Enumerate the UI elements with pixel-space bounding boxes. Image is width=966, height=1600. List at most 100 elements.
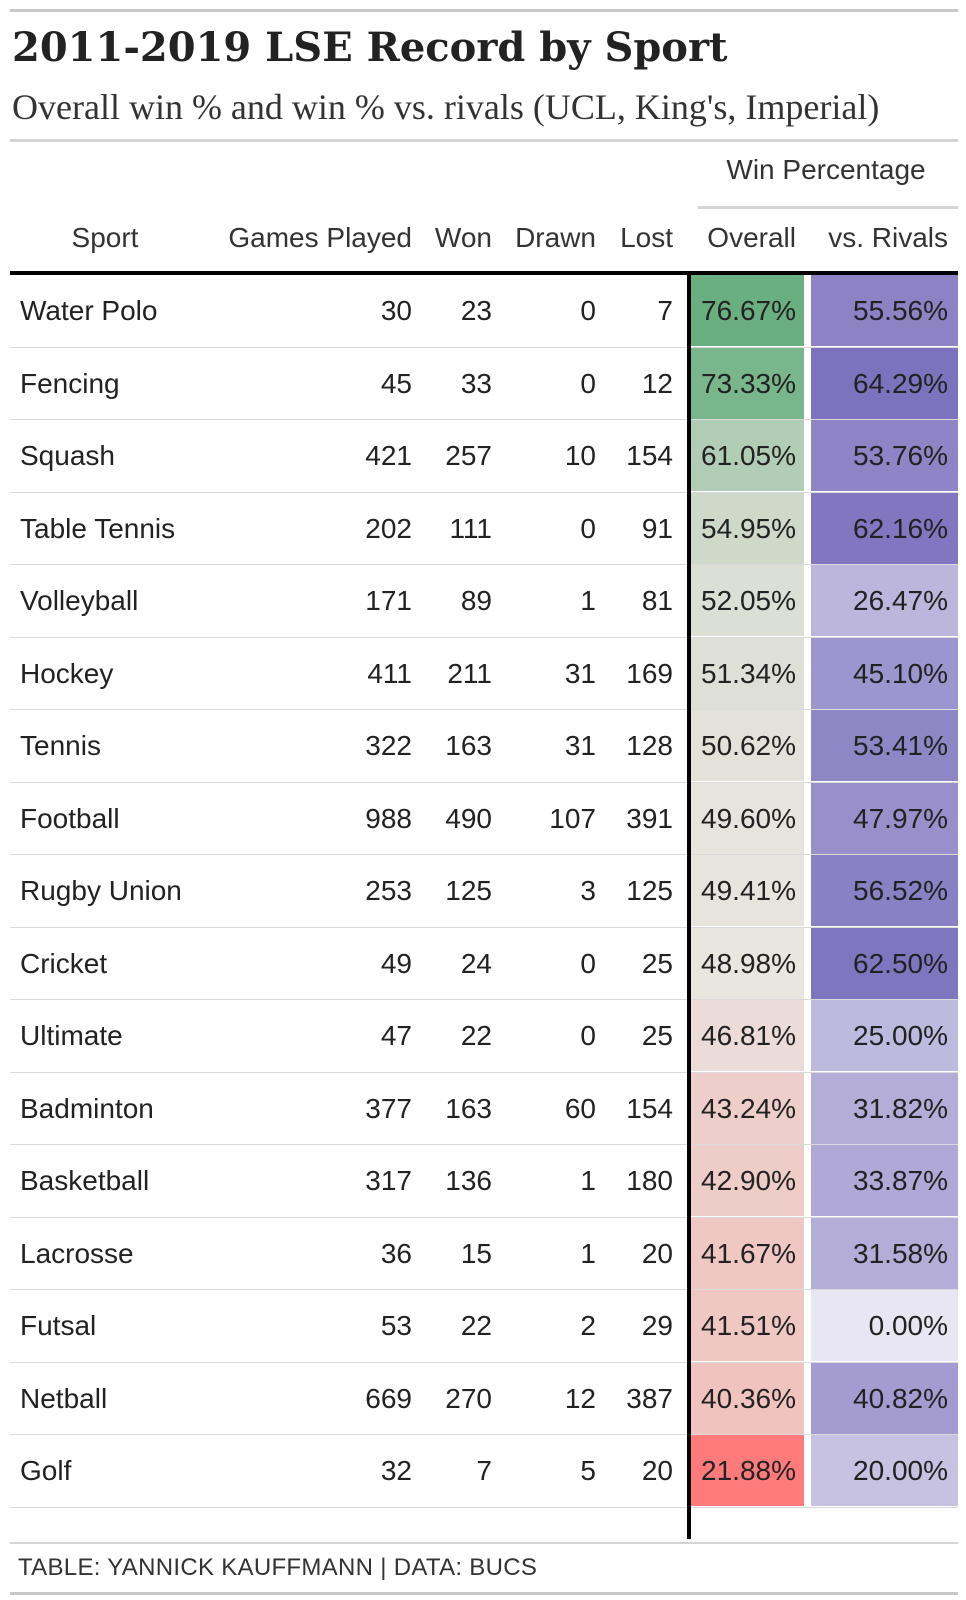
cell-sport: Water Polo — [20, 295, 158, 326]
cell-overall-win-pct: 52.05% — [690, 565, 804, 636]
cell-won: 23 — [460, 295, 492, 326]
col-header-overall: Overall — [707, 222, 796, 253]
cell-drawn: 0 — [580, 1020, 596, 1051]
cell-drawn: 0 — [580, 947, 596, 979]
cell-overall-win-pct: 49.60% — [690, 782, 804, 854]
cell-lost: 25 — [641, 947, 673, 979]
cell-overall-win-pct: 21.88% — [690, 1435, 804, 1506]
cell-rivals-win-pct: 40.82% — [811, 1362, 958, 1434]
cell-drawn: 10 — [564, 440, 596, 471]
cell-sport: Volleyball — [20, 585, 139, 616]
table-row: Volleyball 171 89 1 81 52.05% 26.47% — [10, 565, 958, 638]
cell-games-played: 171 — [365, 585, 412, 616]
top-rule — [10, 9, 958, 12]
cell-won: 33 — [460, 367, 492, 399]
cell-games-played: 322 — [365, 730, 412, 761]
cell-won: 270 — [445, 1382, 492, 1414]
cell-lost: 154 — [626, 440, 673, 471]
table-row: Tennis 322 163 31 128 50.62% 53.41% — [10, 710, 958, 783]
table-row: Rugby Union 253 125 3 125 49.41% 56.52% — [10, 855, 958, 928]
cell-sport: Squash — [20, 440, 115, 471]
cell-drawn: 0 — [580, 512, 596, 544]
cell-won: 490 — [445, 802, 492, 834]
cell-lost: 391 — [626, 802, 673, 834]
cell-drawn: 0 — [580, 295, 596, 326]
table-row: Hockey 411 211 31 169 51.34% 45.10% — [10, 637, 958, 710]
cell-lost: 7 — [657, 295, 673, 326]
cell-games-played: 45 — [380, 367, 412, 399]
table-row: Water Polo 30 23 0 7 76.67% 55.56% — [10, 275, 958, 348]
cell-games-played: 411 — [367, 657, 412, 689]
cell-overall-win-pct: 46.81% — [690, 1000, 804, 1071]
cell-games-played: 47 — [380, 1020, 412, 1051]
cell-won: 89 — [460, 585, 492, 616]
cell-overall-win-pct: 73.33% — [690, 347, 804, 419]
cell-games-played: 30 — [380, 295, 412, 326]
table-row: Cricket 49 24 0 25 48.98% 62.50% — [10, 927, 958, 1000]
cell-drawn: 31 — [564, 657, 596, 689]
subtitle-rule — [10, 139, 958, 142]
table-row: Golf 32 7 5 20 21.88% 20.00% — [10, 1435, 958, 1508]
cell-sport: Football — [20, 802, 120, 834]
win-percentage-spanner: Win Percentage — [726, 154, 926, 185]
bottom-rule — [10, 1592, 958, 1595]
cell-games-played: 669 — [365, 1382, 412, 1414]
table-row: Table Tennis 202 111 0 91 54.95% 62.16% — [10, 492, 958, 565]
cell-lost: 169 — [626, 657, 673, 689]
cell-overall-win-pct: 49.41% — [690, 855, 804, 926]
cell-overall-win-pct: 40.36% — [690, 1362, 804, 1434]
column-divider — [687, 275, 691, 1539]
table-row: Futsal 53 22 2 29 41.51% 0.00% — [10, 1290, 958, 1363]
cell-rivals-win-pct: 64.29% — [811, 347, 958, 419]
header-rule — [10, 271, 958, 275]
table-row: Lacrosse 36 15 1 20 41.67% 31.58% — [10, 1217, 958, 1290]
col-header-games-played: Games Played — [228, 222, 412, 253]
cell-lost: 125 — [626, 875, 673, 906]
cell-drawn: 2 — [580, 1310, 596, 1341]
cell-won: 125 — [445, 875, 492, 906]
cell-drawn: 12 — [564, 1382, 596, 1414]
cell-overall-win-pct: 51.34% — [690, 637, 804, 709]
cell-won: 211 — [447, 657, 492, 689]
cell-rivals-win-pct: 0.00% — [811, 1290, 958, 1361]
cell-games-played: 36 — [380, 1237, 412, 1269]
cell-drawn: 3 — [580, 875, 596, 906]
cell-won: 163 — [445, 1092, 492, 1124]
cell-won: 7 — [476, 1455, 492, 1486]
col-header-lost: Lost — [620, 222, 673, 253]
cell-games-played: 202 — [365, 512, 412, 544]
cell-rivals-win-pct: 25.00% — [811, 1000, 958, 1071]
cell-drawn: 1 — [580, 1165, 596, 1196]
cell-drawn: 5 — [580, 1455, 596, 1486]
cell-rivals-win-pct: 47.97% — [811, 782, 958, 854]
cell-rivals-win-pct: 55.56% — [811, 275, 958, 346]
table-row: Netball 669 270 12 387 40.36% 40.82% — [10, 1362, 958, 1435]
cell-drawn: 31 — [564, 730, 596, 761]
cell-rivals-win-pct: 53.76% — [811, 420, 958, 491]
table-row: Badminton 377 163 60 154 43.24% 31.82% — [10, 1072, 958, 1145]
cell-games-played: 421 — [365, 440, 412, 471]
cell-sport: Futsal — [20, 1310, 97, 1341]
cell-rivals-win-pct: 53.41% — [811, 710, 958, 781]
cell-sport: Fencing — [20, 367, 120, 399]
spanner-rule — [698, 206, 958, 209]
cell-won: 257 — [445, 440, 492, 471]
cell-rivals-win-pct: 62.16% — [811, 492, 958, 564]
cell-overall-win-pct: 76.67% — [690, 275, 804, 346]
cell-overall-win-pct: 61.05% — [690, 420, 804, 491]
cell-lost: 20 — [641, 1455, 673, 1486]
cell-won: 111 — [449, 512, 492, 544]
table-row: Basketball 317 136 1 180 42.90% 33.87% — [10, 1145, 958, 1218]
cell-sport: Lacrosse — [20, 1237, 134, 1269]
cell-games-played: 317 — [365, 1165, 412, 1196]
cell-won: 163 — [445, 730, 492, 761]
cell-rivals-win-pct: 56.52% — [811, 855, 958, 926]
table-row: Ultimate 47 22 0 25 46.81% 25.00% — [10, 1000, 958, 1073]
cell-drawn: 60 — [564, 1092, 596, 1124]
cell-games-played: 988 — [365, 802, 412, 834]
cell-overall-win-pct: 50.62% — [690, 710, 804, 781]
cell-overall-win-pct: 41.67% — [690, 1217, 804, 1289]
cell-won: 15 — [460, 1237, 492, 1269]
cell-overall-win-pct: 41.51% — [690, 1290, 804, 1361]
